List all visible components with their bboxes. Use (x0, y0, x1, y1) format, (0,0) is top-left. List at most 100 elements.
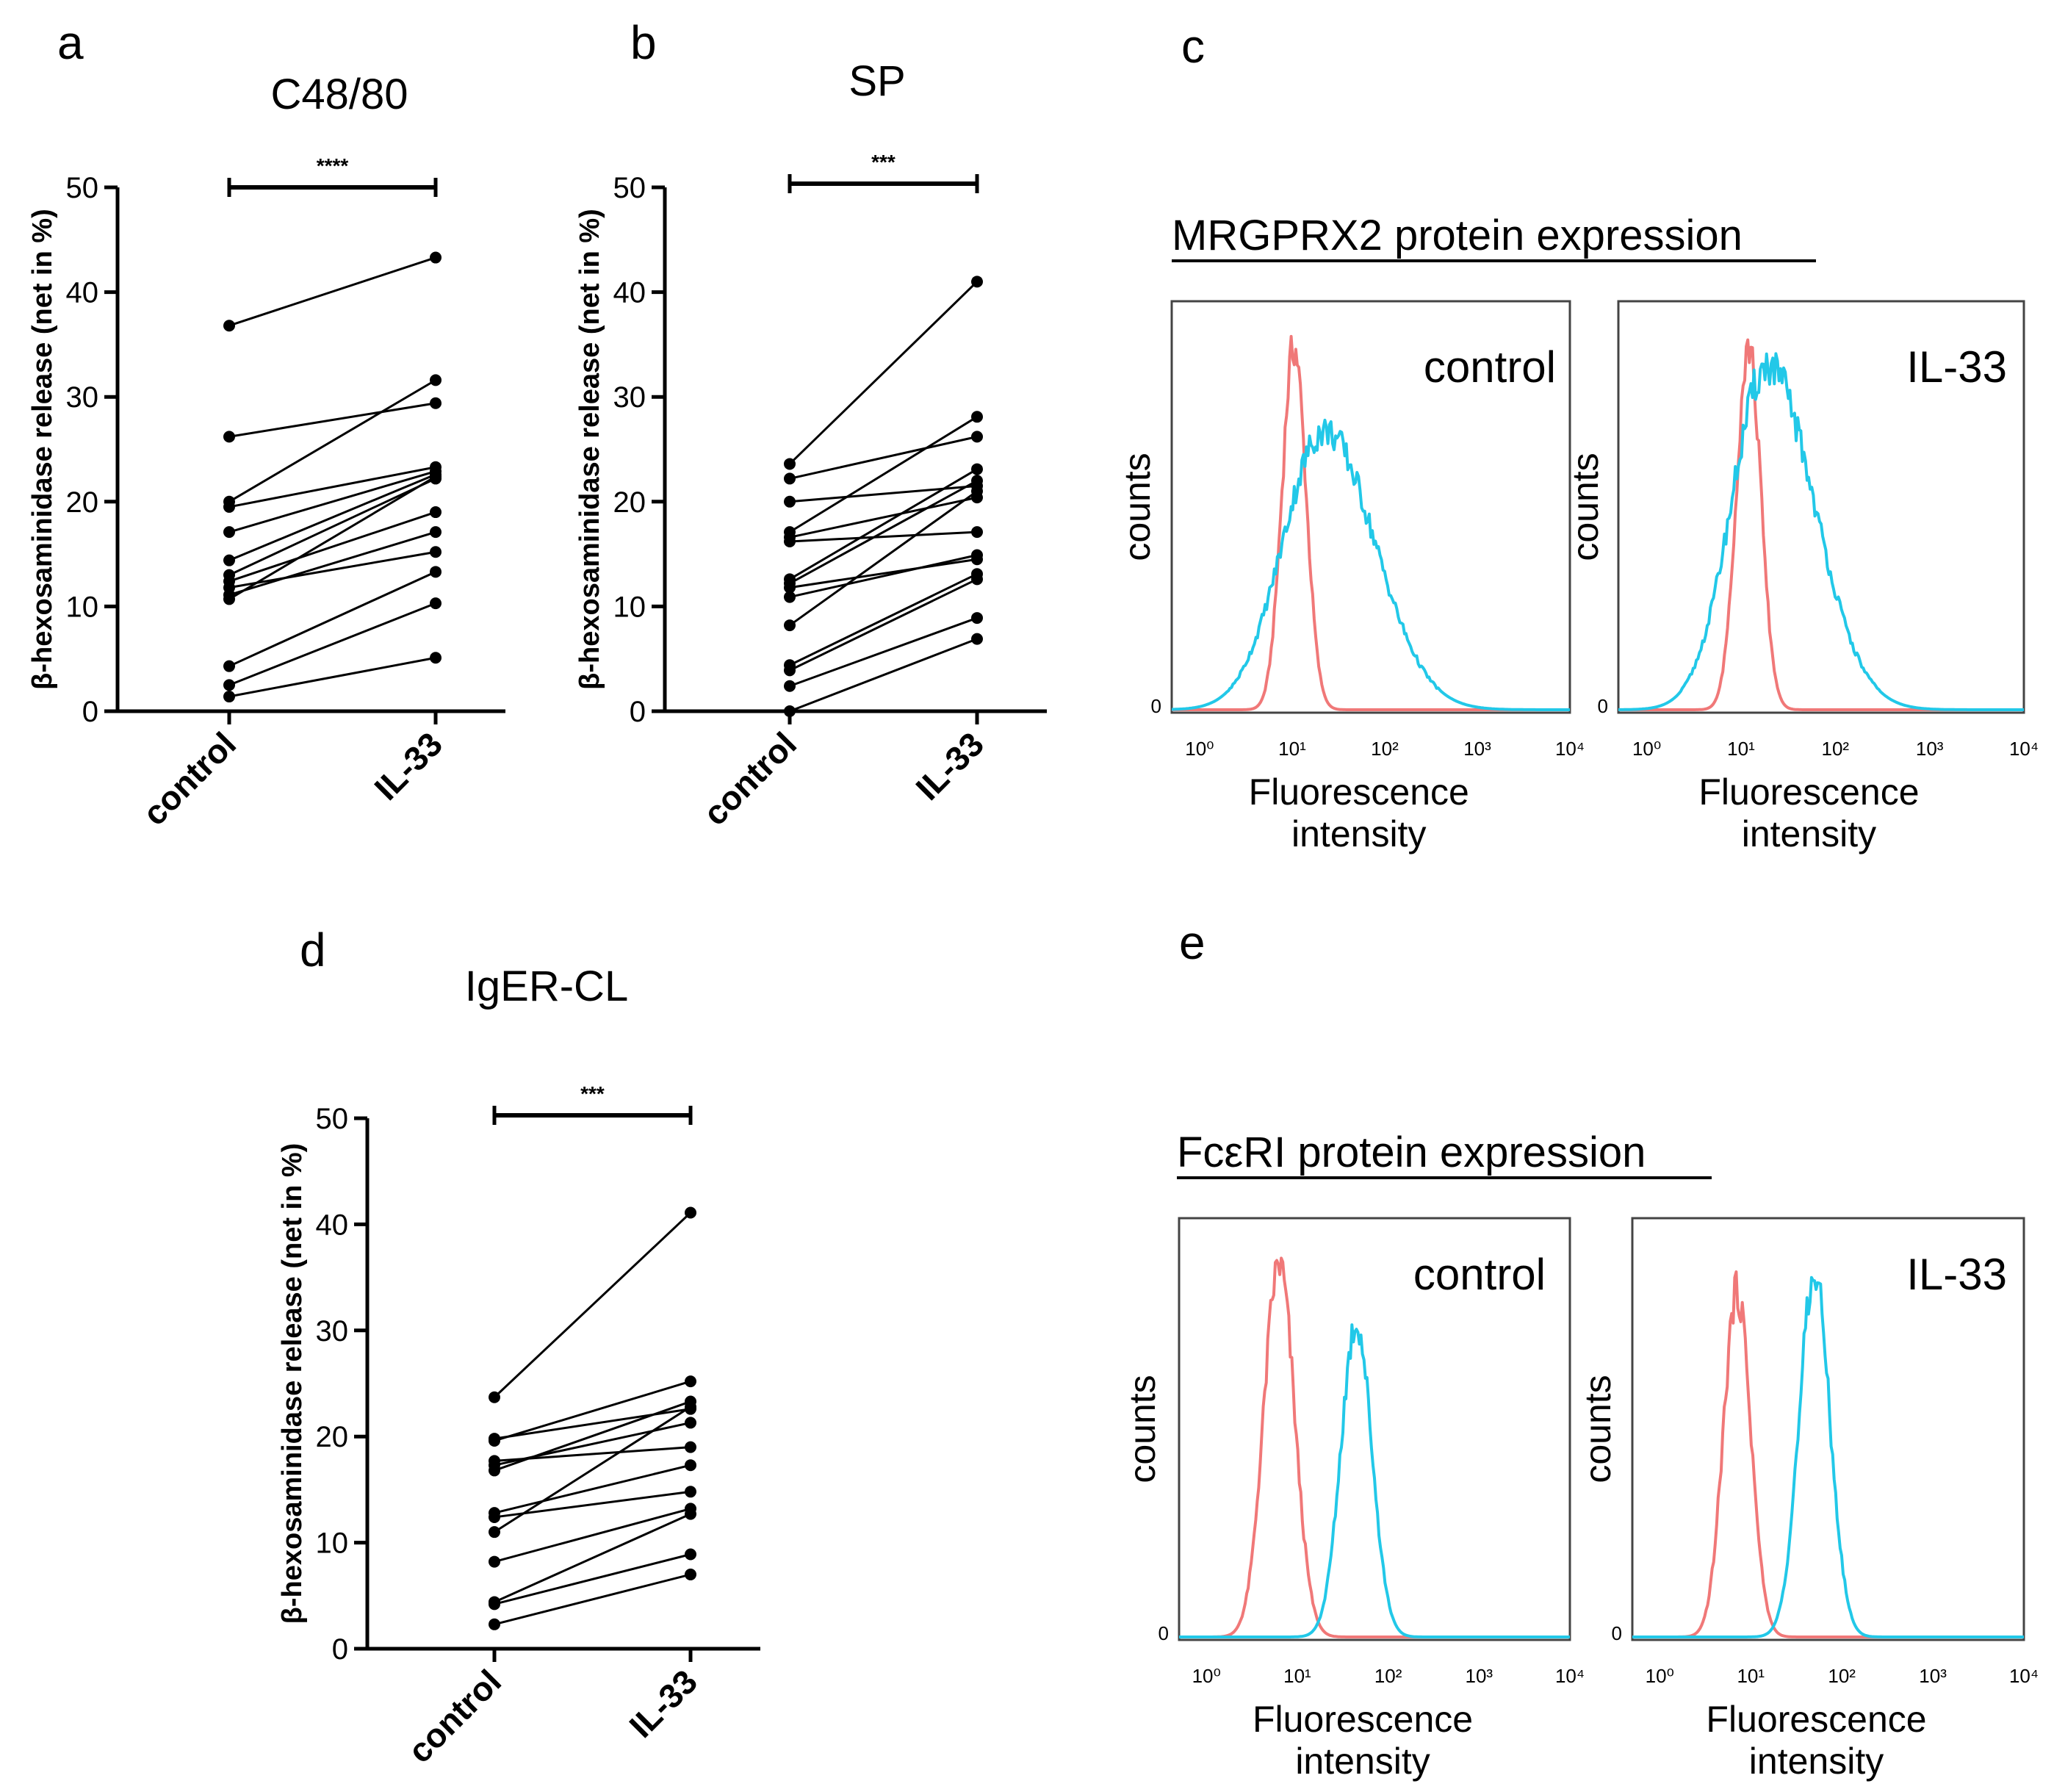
x-tick-label: 10⁰ (1185, 738, 1214, 760)
x-tick-label-il33: IL-33 (367, 724, 450, 807)
y-axis-label: β-hexosaminidase release (net in %) (277, 1143, 308, 1624)
x-tick-label: 10² (1374, 1665, 1402, 1687)
x-tick-label: 10² (1371, 738, 1399, 760)
pair-line (789, 479, 978, 585)
data-point-control (489, 1464, 500, 1477)
pair-line (228, 511, 436, 583)
pair-line (789, 554, 978, 599)
data-point-il33 (971, 573, 983, 586)
data-point-il33 (430, 251, 442, 264)
histogram-curve-isotype (1179, 1256, 1570, 1638)
y-tick-label: 0 (630, 696, 646, 728)
pair-line (789, 638, 978, 713)
panel-letter-c: c (1181, 20, 1205, 73)
data-point-il33 (971, 633, 983, 645)
pair-line (494, 1573, 691, 1626)
pair-line (789, 616, 978, 688)
data-point-il33 (430, 597, 442, 610)
pair-line (228, 656, 436, 698)
pair-line (789, 435, 978, 480)
data-point-il33 (685, 1548, 696, 1561)
pair-line (494, 1553, 691, 1605)
histogram-frame (1178, 1217, 1571, 1641)
histogram-curve-mrgprx2 (1172, 418, 1570, 711)
y-zero-label: 0 (1151, 695, 1161, 717)
data-point-control (223, 320, 235, 332)
data-point-il33 (685, 1508, 696, 1520)
histogram-frame (1617, 300, 2025, 714)
x-tick-label: 10⁴ (2009, 738, 2039, 760)
data-point-control (489, 1555, 500, 1568)
histogram-curve-mrgprx2 (1618, 352, 2024, 711)
data-point-il33 (971, 411, 983, 423)
x-tick-label: 10¹ (1278, 738, 1306, 760)
pair-line (789, 490, 978, 627)
y-tick-label: 20 (316, 1421, 349, 1453)
data-point-control (784, 495, 796, 508)
pair-line (228, 379, 436, 503)
histogram-condition-label: IL-33 (1906, 342, 2007, 392)
y-tick-label: 0 (332, 1633, 348, 1666)
data-point-control (784, 535, 796, 547)
x-axis-label-line-1: Fluorescence (1706, 1699, 1926, 1740)
x-tick-label-control: control (135, 724, 243, 832)
data-point-control (489, 1618, 500, 1630)
panel-letter-e: e (1179, 916, 1206, 969)
y-tick-label: 50 (66, 172, 99, 204)
x-tick-label: 10¹ (1283, 1665, 1311, 1687)
data-point-control (223, 679, 235, 691)
x-tick-label: 10³ (1919, 1665, 1947, 1687)
histogram-e-il33: IL-33 counts 0 10⁰ 10¹ 10² 10³ 10⁴ Fluorescencei… (1577, 1217, 2039, 1782)
data-point-control (489, 1391, 500, 1403)
y-tick-label: 40 (316, 1209, 349, 1241)
pair-line (494, 1490, 691, 1519)
x-tick-label-control: control (696, 724, 804, 832)
y-axis-label: counts (1577, 1375, 1618, 1483)
x-tick-label: 10⁴ (1555, 1665, 1585, 1687)
data-point-il33 (971, 431, 983, 443)
data-point-control (489, 1511, 500, 1523)
y-tick-label: 10 (613, 591, 646, 623)
pair-line (494, 1408, 691, 1440)
data-point-control (223, 431, 235, 443)
y-axis-label: β-hexosaminidase release (net in %) (27, 209, 58, 690)
panel-title-d: IgER-CL (465, 962, 628, 1010)
pair-line (228, 478, 436, 576)
pair-line (228, 475, 436, 600)
pair-line (494, 1380, 691, 1442)
y-axis-label: β-hexosaminidase release (net in %) (574, 209, 605, 690)
data-point-il33 (971, 485, 983, 497)
x-tick-label-il33: IL-33 (621, 1662, 705, 1745)
y-tick-label: 50 (613, 172, 646, 204)
data-point-control (784, 680, 796, 692)
x-tick-label: 10⁴ (1555, 738, 1585, 760)
pair-line (228, 550, 436, 589)
significance-label: *** (580, 1082, 605, 1105)
paired-plot-b: 0 10 20 30 40 50 control IL-33 β-hexosaminidase … (574, 151, 1047, 832)
y-axis-label: counts (1565, 453, 1606, 561)
data-point-control (784, 705, 796, 717)
data-point-il33 (685, 1400, 696, 1413)
histogram-curve-fc-ri (1179, 1323, 1570, 1638)
data-point-control (223, 554, 235, 566)
pair-line (788, 281, 979, 465)
data-point-il33 (430, 566, 442, 578)
x-axis-label-line-1: Fluorescence (1249, 771, 1469, 813)
y-tick-label: 30 (613, 381, 646, 414)
pair-line (228, 470, 436, 533)
pair-line (228, 530, 436, 597)
x-tick-label: 10³ (1916, 738, 1944, 760)
paired-plot-d: 0 10 20 30 40 50 control IL-33 β-hexosaminidase … (277, 1082, 760, 1770)
histogram-frame (1631, 1217, 2025, 1641)
data-point-il33 (685, 1206, 696, 1219)
data-point-il33 (685, 1417, 696, 1429)
pair-line (228, 602, 436, 686)
data-point-il33 (685, 1375, 696, 1388)
data-point-control (784, 458, 796, 470)
pair-line (493, 1212, 692, 1398)
data-point-il33 (430, 546, 442, 558)
y-tick-label: 10 (66, 591, 99, 623)
panel-subtitle-c: MRGPRX2 protein expression (1172, 212, 1743, 259)
y-tick-label: 20 (66, 486, 99, 519)
